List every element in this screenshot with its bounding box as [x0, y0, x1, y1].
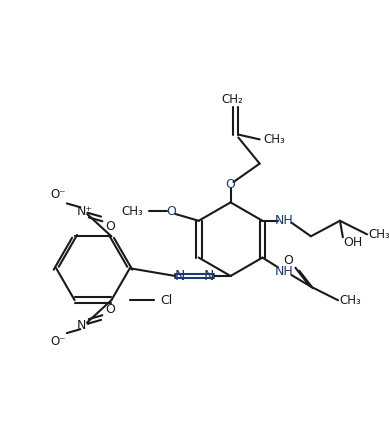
Text: O: O [105, 220, 116, 233]
Text: O⁻: O⁻ [51, 335, 66, 348]
Text: CH₃: CH₃ [369, 228, 389, 241]
Text: OH: OH [343, 235, 362, 249]
Text: NH: NH [274, 214, 293, 227]
Text: CH₃: CH₃ [340, 294, 361, 307]
Text: N⁺: N⁺ [76, 205, 92, 218]
Text: O: O [284, 254, 294, 267]
Text: CH₃: CH₃ [121, 205, 143, 217]
Text: Cl: Cl [161, 294, 173, 306]
Text: CH₂: CH₂ [222, 93, 244, 106]
Text: O: O [226, 178, 235, 191]
Text: NH: NH [274, 265, 293, 278]
Text: CH₃: CH₃ [263, 133, 285, 146]
Text: N: N [175, 269, 186, 283]
Text: N: N [204, 269, 214, 283]
Text: N⁺: N⁺ [76, 319, 92, 332]
Text: O: O [166, 205, 177, 217]
Text: O⁻: O⁻ [51, 188, 66, 201]
Text: O: O [105, 303, 116, 316]
